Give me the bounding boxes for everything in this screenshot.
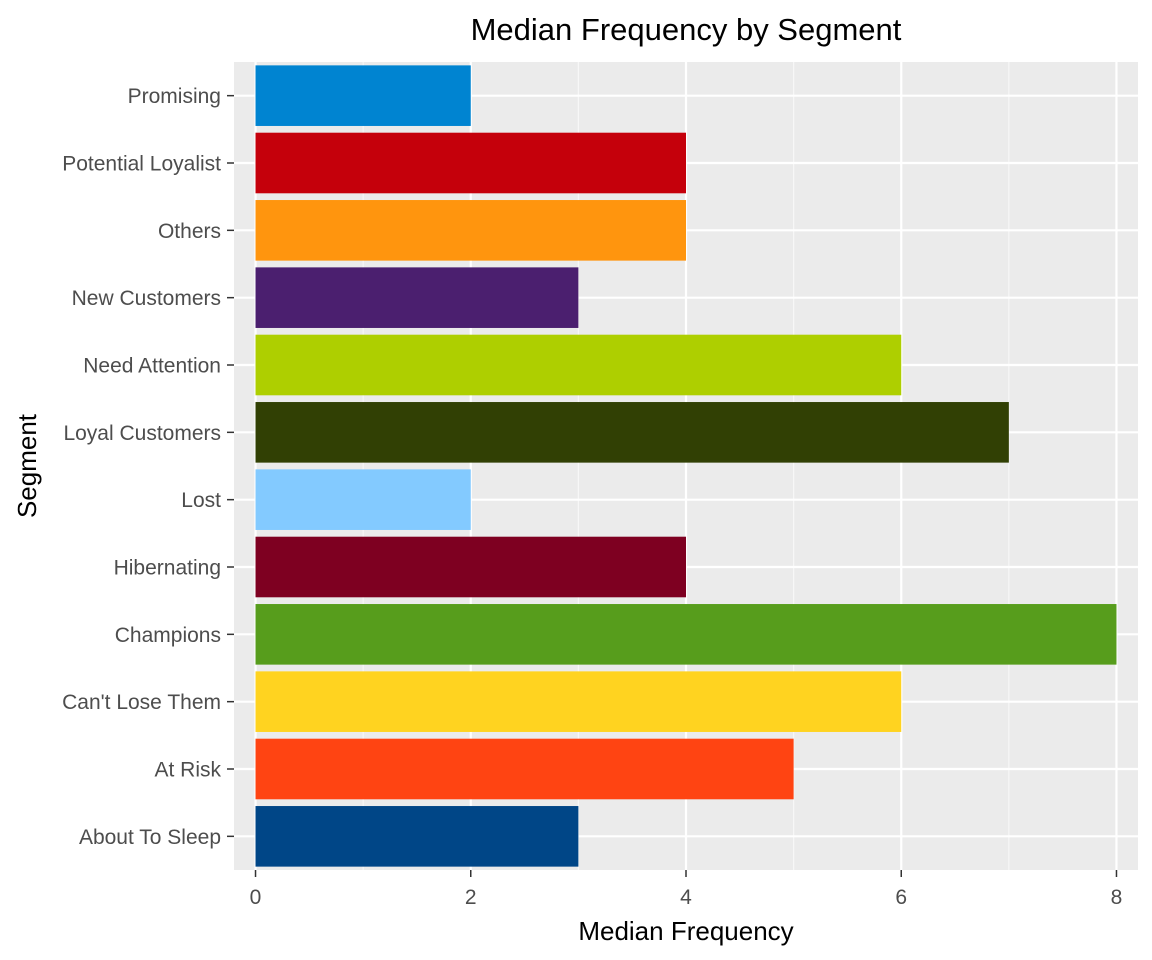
x-tick-label: 0 — [250, 886, 262, 909]
bars — [255, 65, 1117, 867]
x-tick-label: 2 — [465, 886, 477, 909]
y-tick-label: Lost — [181, 489, 221, 512]
bar — [255, 402, 1009, 463]
y-tick-label: Potential Loyalist — [62, 153, 221, 176]
minor-gridlines — [362, 62, 1010, 870]
x-tick-label: 8 — [1111, 886, 1123, 909]
bar — [255, 738, 794, 800]
bar — [255, 604, 1117, 665]
x-tick-label: 6 — [895, 886, 907, 909]
bar — [255, 671, 902, 732]
y-tick-label: Loyal Customers — [63, 422, 221, 445]
bar — [255, 469, 471, 530]
bar — [255, 806, 579, 867]
y-axis: About To Sleep At Risk Can't Lose Them Cham… — [62, 85, 234, 849]
y-tick-label: About To Sleep — [79, 826, 221, 849]
y-tick-label: New Customers — [72, 287, 221, 310]
y-tick-label: Promising — [128, 85, 221, 108]
x-axis: 0 2 4 6 8 — [250, 870, 1123, 909]
bar — [255, 132, 686, 194]
bar — [255, 334, 902, 396]
bar — [255, 267, 579, 328]
y-tick-label: Others — [158, 220, 221, 243]
y-tick-label: Need Attention — [83, 355, 221, 378]
bar — [255, 200, 686, 261]
y-tick-label: Can't Lose Them — [62, 691, 221, 714]
y-tick-label: At Risk — [154, 759, 221, 782]
y-tick-label: Champions — [115, 624, 221, 647]
chart-title: Median Frequency by Segment — [471, 12, 902, 47]
x-tick-label: 4 — [680, 886, 692, 909]
bar — [255, 65, 471, 126]
x-axis-title: Median Frequency — [578, 916, 793, 946]
bar — [255, 536, 686, 598]
y-tick-label: Hibernating — [114, 557, 221, 580]
y-axis-title: Segment — [12, 413, 42, 518]
